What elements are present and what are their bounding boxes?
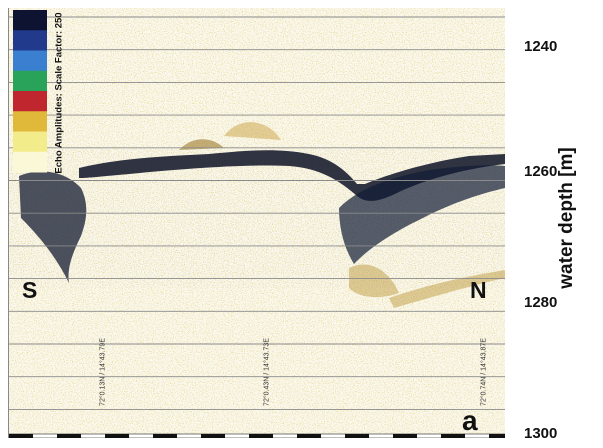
echogram-panel xyxy=(8,8,505,438)
direction-label-north: N xyxy=(470,277,487,303)
color-scale-swatch xyxy=(13,10,47,31)
tick-bar-segment xyxy=(201,434,225,438)
depth-tick-label: 1240 xyxy=(524,38,558,55)
depth-tick-label: 1280 xyxy=(524,294,558,311)
direction-label-south: S xyxy=(22,277,38,303)
bottom-tick-bar xyxy=(9,433,505,438)
tick-bar-segment xyxy=(489,434,505,438)
depth-tick-label: 1300 xyxy=(524,425,558,442)
tick-bar-segment xyxy=(105,434,129,438)
color-scale-swatch xyxy=(13,111,47,132)
color-scale-swatch xyxy=(13,151,47,173)
tick-bar-segment xyxy=(393,434,417,438)
grid-lines xyxy=(9,16,505,410)
tick-bar-segment xyxy=(297,434,321,438)
grain-overlay xyxy=(9,148,505,288)
panel-letter: a xyxy=(462,405,478,436)
tick-bar-segment xyxy=(345,434,369,438)
tick-bar-segment xyxy=(9,434,33,438)
mound-echo xyxy=(224,122,281,140)
color-scale-swatch xyxy=(13,131,47,153)
depth-tick-label: 1260 xyxy=(524,163,558,180)
color-scale-swatch xyxy=(13,50,47,72)
color-scale-bar xyxy=(13,10,47,173)
tick-bar-segment xyxy=(57,434,81,438)
echogram-image xyxy=(9,8,505,438)
color-scale-swatch xyxy=(13,91,47,112)
mound-echo xyxy=(179,139,224,150)
tick-bar-segment xyxy=(249,434,273,438)
tick-bar-segment xyxy=(153,434,177,438)
color-scale-swatch xyxy=(13,30,47,51)
color-scale-swatch xyxy=(13,70,47,92)
tick-bar-segment xyxy=(441,434,465,438)
